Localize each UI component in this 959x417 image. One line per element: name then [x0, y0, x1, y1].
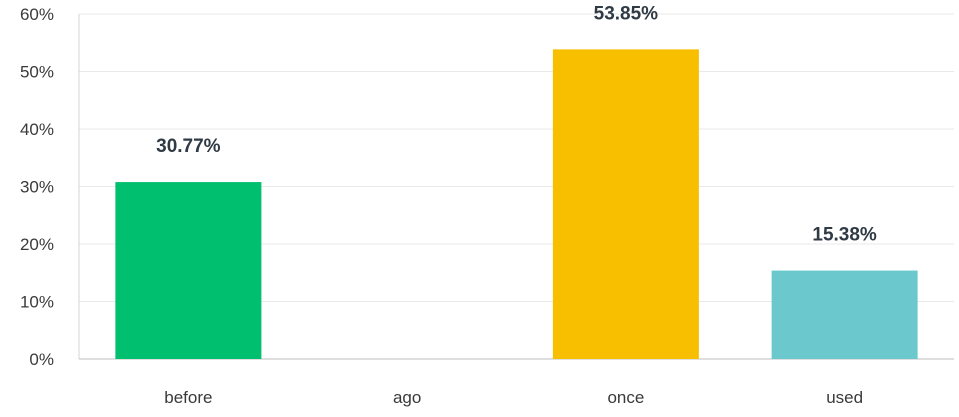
data-label-used: 15.38% — [812, 225, 877, 246]
data-label-before: 30.77% — [156, 136, 221, 157]
data-labels: 30.77% 53.85% 15.38% — [156, 3, 877, 245]
bar-once — [552, 49, 699, 360]
y-tick-label: 50% — [20, 63, 54, 82]
y-axis-tick-labels: 0% 10% 20% 30% 40% 50% 60% — [20, 5, 54, 369]
data-label-once: 53.85% — [594, 3, 659, 24]
y-tick-label: 10% — [20, 293, 54, 312]
bar-used — [771, 270, 918, 359]
y-tick-label: 60% — [20, 5, 54, 24]
bar-before — [115, 182, 262, 359]
y-tick-label: 30% — [20, 178, 54, 197]
x-axis-tick-labels: before ago once used — [164, 388, 863, 407]
x-tick-label-before: before — [164, 388, 212, 407]
x-tick-label-used: used — [826, 388, 863, 407]
x-tick-label-once: once — [607, 388, 644, 407]
bars — [115, 49, 918, 360]
y-tick-label: 40% — [20, 120, 54, 139]
y-tick-label: 20% — [20, 235, 54, 254]
y-tick-label: 0% — [29, 350, 54, 369]
x-tick-label-ago: ago — [393, 388, 421, 407]
